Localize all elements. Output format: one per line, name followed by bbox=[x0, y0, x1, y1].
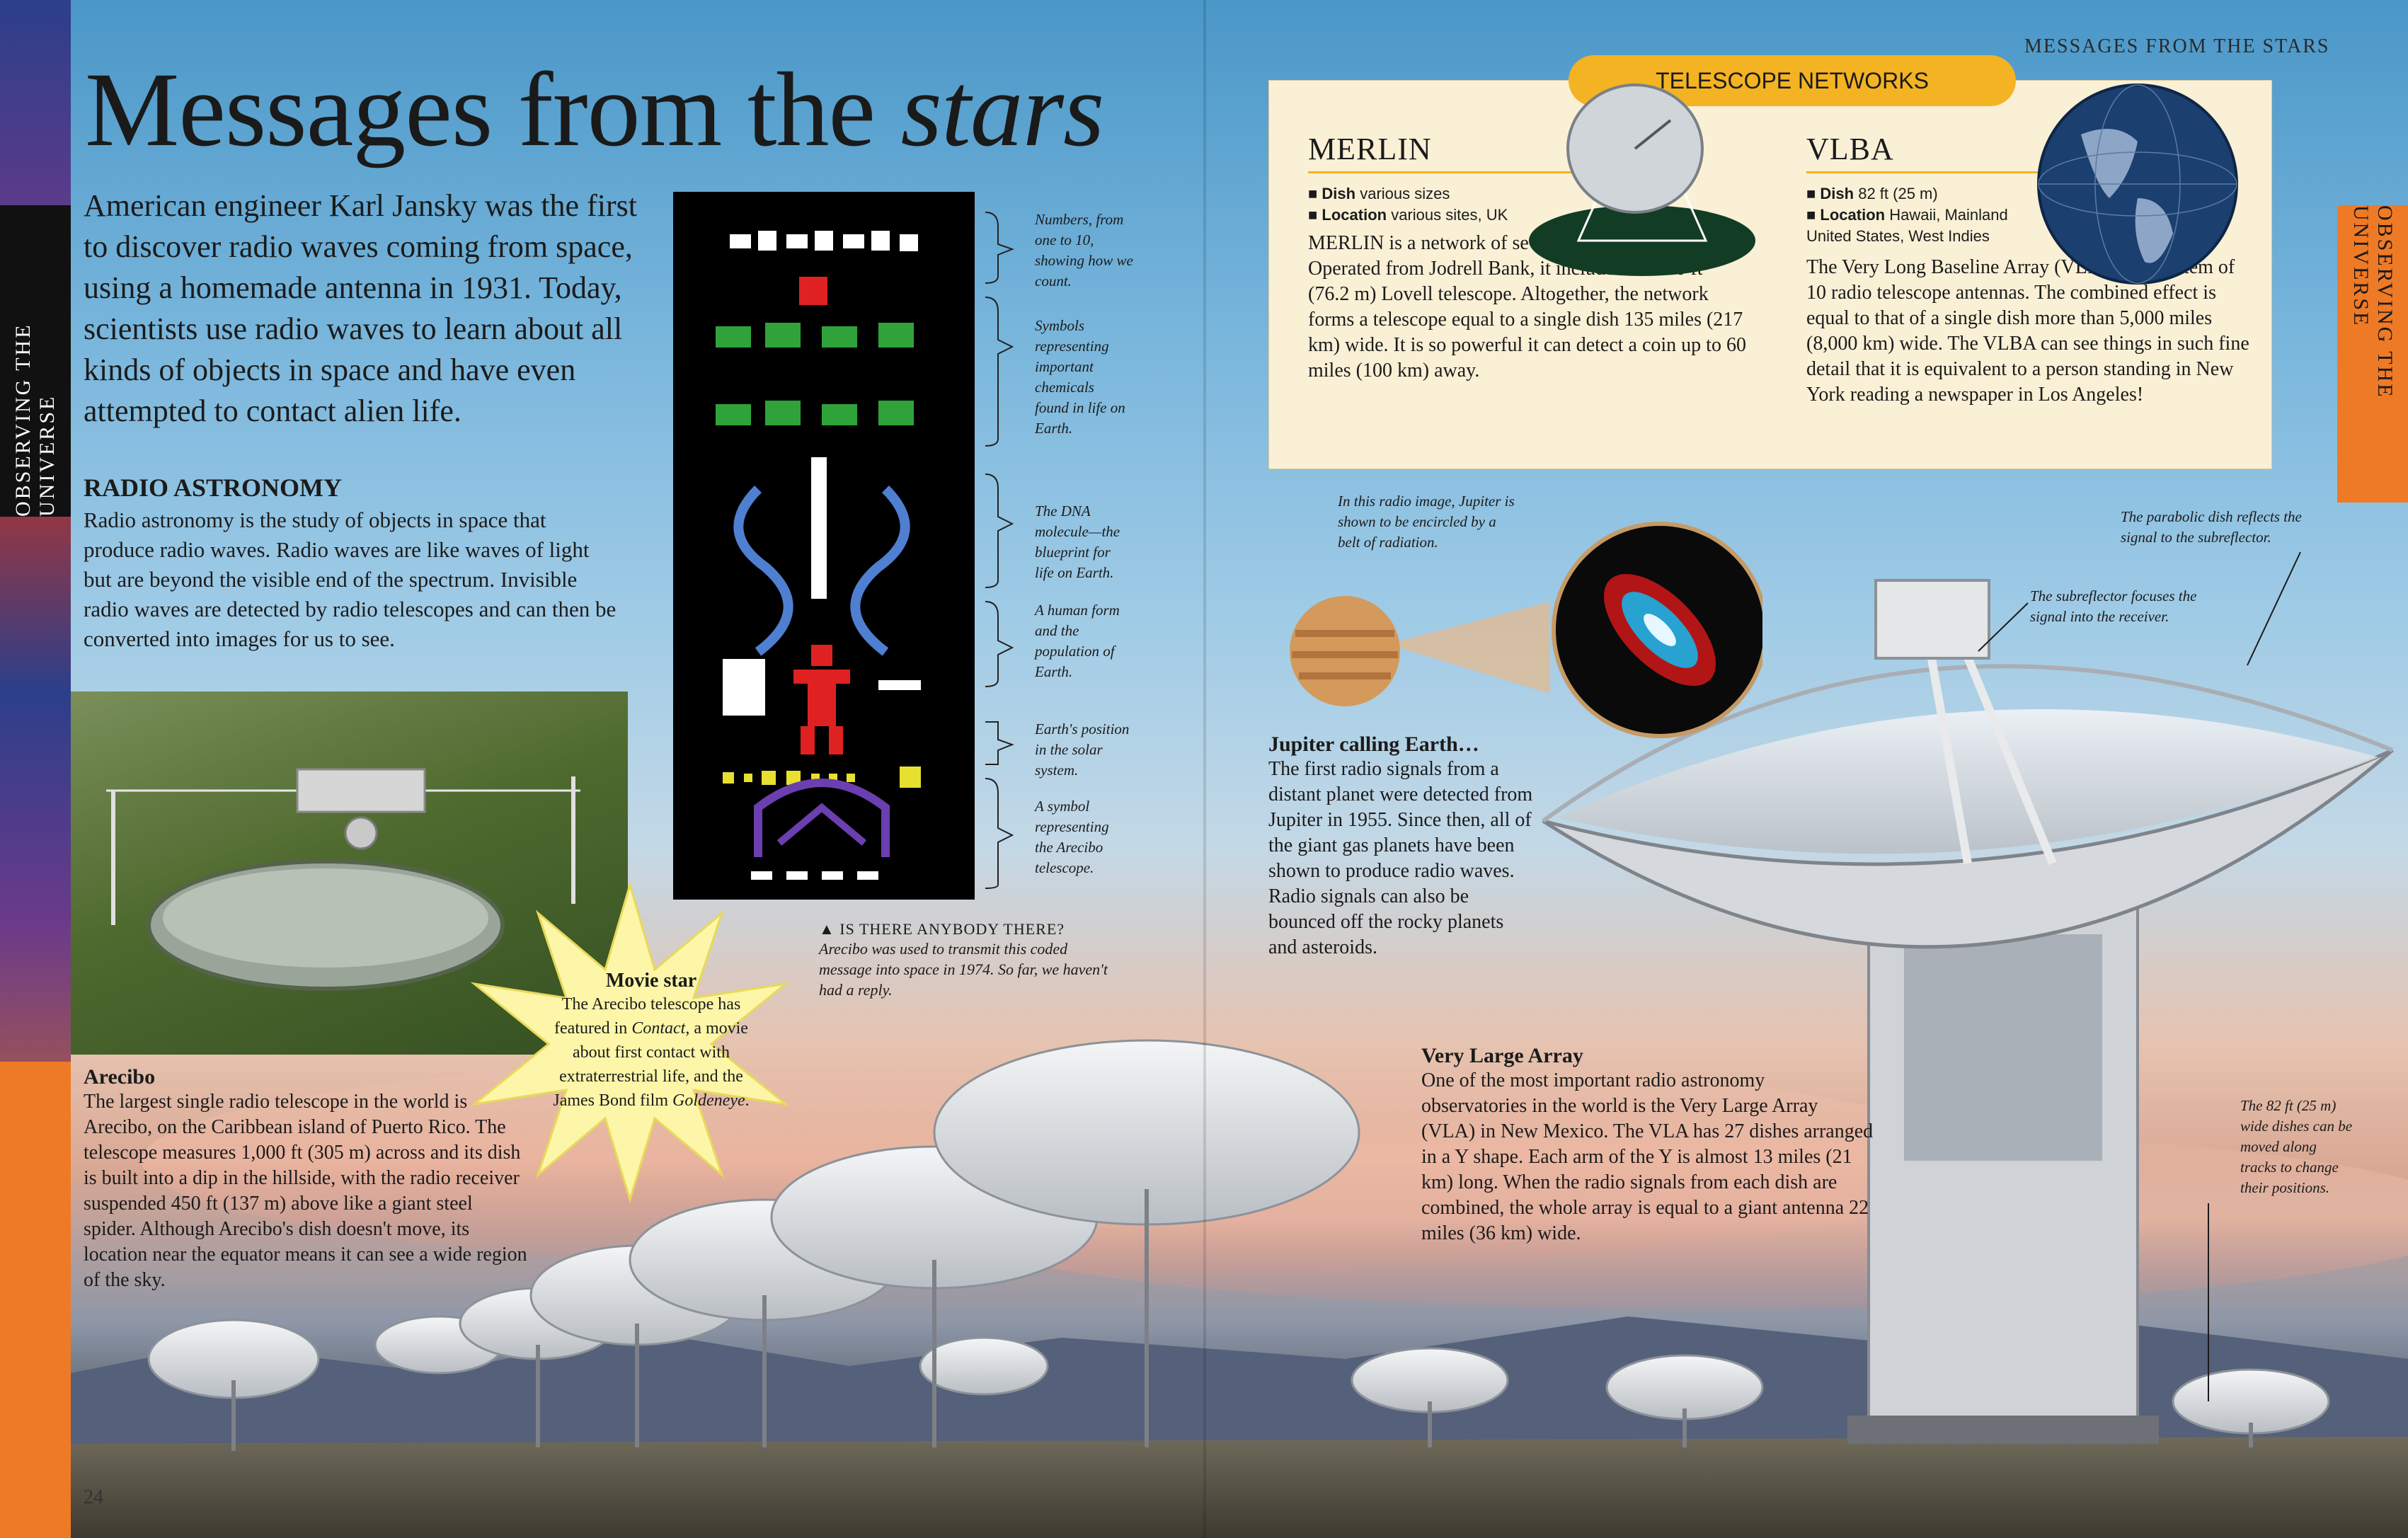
vlba-location-label: Location bbox=[1820, 206, 1886, 224]
jupiter-image-caption: In this radio image, Jupiter is shown to… bbox=[1338, 493, 1515, 551]
annotation-numbers: Numbers, from one to 10, showing how we … bbox=[1035, 211, 1133, 289]
vlba-location-stat: ■ Location Hawaii, Mainland United State… bbox=[1806, 206, 2008, 245]
jupiter-section: Jupiter calling Earth… The first radio s… bbox=[1268, 733, 1534, 960]
globe-illustration bbox=[2037, 84, 2238, 285]
merlin-section: MERLIN ■ Dish various sizes ■ Location v… bbox=[1308, 131, 1747, 226]
large-vla-dish bbox=[1542, 579, 2394, 1444]
annotation-chemicals: Symbols representing important chemicals… bbox=[1035, 317, 1125, 437]
vlba-dish-label: Dish bbox=[1820, 185, 1854, 202]
merlin-dish-value: various sizes bbox=[1360, 185, 1450, 202]
merlin-location-label: Location bbox=[1321, 206, 1387, 224]
page-gutter bbox=[1203, 0, 1206, 1538]
merlin-dish-illustration bbox=[1529, 84, 1755, 276]
left-section-tab: OBSERVING THE UNIVERSE bbox=[0, 205, 71, 517]
movie-star-burst bbox=[470, 880, 790, 1203]
message-caption-text: Arecibo was used to transmit this coded … bbox=[819, 940, 1108, 999]
vlba-heading: VLBA bbox=[1806, 132, 1894, 166]
page-title: Messages from the stars bbox=[85, 57, 1104, 163]
annotation-solar-system: Earth's position in the solar system. bbox=[1035, 721, 1130, 779]
jupiter-heading: Jupiter calling Earth… bbox=[1268, 733, 1479, 756]
movie-star-text-2: , a movie about first contact with extra… bbox=[553, 1019, 748, 1110]
vla-heading: Very Large Array bbox=[1421, 1044, 1583, 1067]
movie-star-text-1: The Arecibo telescope has featured in bbox=[554, 995, 741, 1038]
movie-star-text: The Arecibo telescope has featured in Co… bbox=[545, 992, 757, 1113]
left-section-tab-label: OBSERVING THE UNIVERSE bbox=[11, 323, 59, 517]
vla-section: Very Large Array One of the most importa… bbox=[1421, 1044, 1874, 1246]
radio-astronomy-section: RADIO ASTRONOMY Radio astronomy is the s… bbox=[84, 473, 621, 654]
movie-star-film-contact: Contact bbox=[631, 1019, 686, 1038]
radio-astronomy-text: Radio astronomy is the study of objects … bbox=[84, 507, 617, 651]
arecibo-text: The largest single radio telescope in th… bbox=[84, 1091, 527, 1291]
tracks-note: The 82 ft (25 m) wide dishes can be move… bbox=[2240, 1097, 2353, 1196]
page-number-left: 24 bbox=[84, 1486, 103, 1508]
arecibo-heading: Arecibo bbox=[84, 1065, 156, 1089]
movie-star-heading: Movie star bbox=[605, 970, 697, 992]
page-title-emphasis: stars bbox=[900, 51, 1105, 168]
annotation-human: A human form and the population of Earth… bbox=[1035, 602, 1120, 680]
merlin-location-value: various sites, UK bbox=[1391, 206, 1508, 224]
jupiter-text: The first radio signals from a distant p… bbox=[1268, 758, 1533, 958]
vlba-dish-value: 82 ft (25 m) bbox=[1858, 185, 1938, 202]
message-caption: ▲ IS THERE ANYBODY THERE? Arecibo was us… bbox=[819, 920, 1116, 1000]
vlba-section: VLBA ■ Dish 82 ft (25 m) ■ Location Hawa… bbox=[1806, 131, 2245, 247]
radio-astronomy-heading: RADIO ASTRONOMY bbox=[84, 474, 343, 502]
movie-star-text-3: . bbox=[745, 1091, 750, 1110]
arecibo-photo bbox=[71, 691, 628, 1055]
vla-text: One of the most important radio astronom… bbox=[1421, 1069, 1874, 1244]
vlba-rule bbox=[1806, 171, 2075, 173]
telescope-networks-pill-label: TELESCOPE NETWORKS bbox=[1656, 68, 1929, 93]
merlin-location-stat: ■ Location various sites, UK bbox=[1308, 206, 1508, 224]
message-annotation-brackets bbox=[985, 212, 1014, 889]
movie-star-box: Movie star The Arecibo telescope has fea… bbox=[545, 970, 757, 1113]
jupiter-illustration bbox=[1290, 522, 1762, 738]
right-section-tab: OBSERVING THE UNIVERSE bbox=[2337, 205, 2408, 503]
subreflector-note: The subreflector focuses the signal into… bbox=[2030, 587, 2197, 625]
annotation-telescope: A symbol representing the Arecibo telesc… bbox=[1035, 798, 1109, 876]
vlba-dish-stat: ■ Dish 82 ft (25 m) bbox=[1806, 185, 1938, 202]
dish-note-leaders bbox=[1978, 551, 2301, 1401]
parabolic-dish-note: The parabolic dish reflects the signal t… bbox=[2121, 508, 2302, 546]
arecibo-message-graphic bbox=[673, 192, 975, 900]
lead-paragraph: American engineer Karl Jansky was the fi… bbox=[84, 188, 637, 428]
merlin-dish-stat: ■ Dish various sizes bbox=[1308, 185, 1450, 202]
left-orange-strip bbox=[0, 1062, 71, 1538]
vlba-location-value: Hawaii, Mainland United States, West Ind… bbox=[1806, 206, 2008, 245]
merlin-heading: MERLIN bbox=[1308, 132, 1432, 166]
movie-star-film-goldeneye: Goldeneye bbox=[672, 1091, 745, 1110]
arecibo-section: Arecibo The largest single radio telesco… bbox=[84, 1065, 529, 1293]
running-head: MESSAGES FROM THE STARS bbox=[2024, 35, 2330, 57]
merlin-dish-label: Dish bbox=[1321, 185, 1356, 202]
message-caption-heading: ▲ IS THERE ANYBODY THERE? bbox=[819, 920, 1065, 938]
page-title-main: Messages from the bbox=[85, 51, 901, 168]
annotation-dna: The DNA molecule—the blueprint for life … bbox=[1035, 503, 1120, 581]
merlin-rule bbox=[1308, 171, 1605, 173]
right-section-tab-label: OBSERVING THE UNIVERSE bbox=[2349, 205, 2397, 399]
